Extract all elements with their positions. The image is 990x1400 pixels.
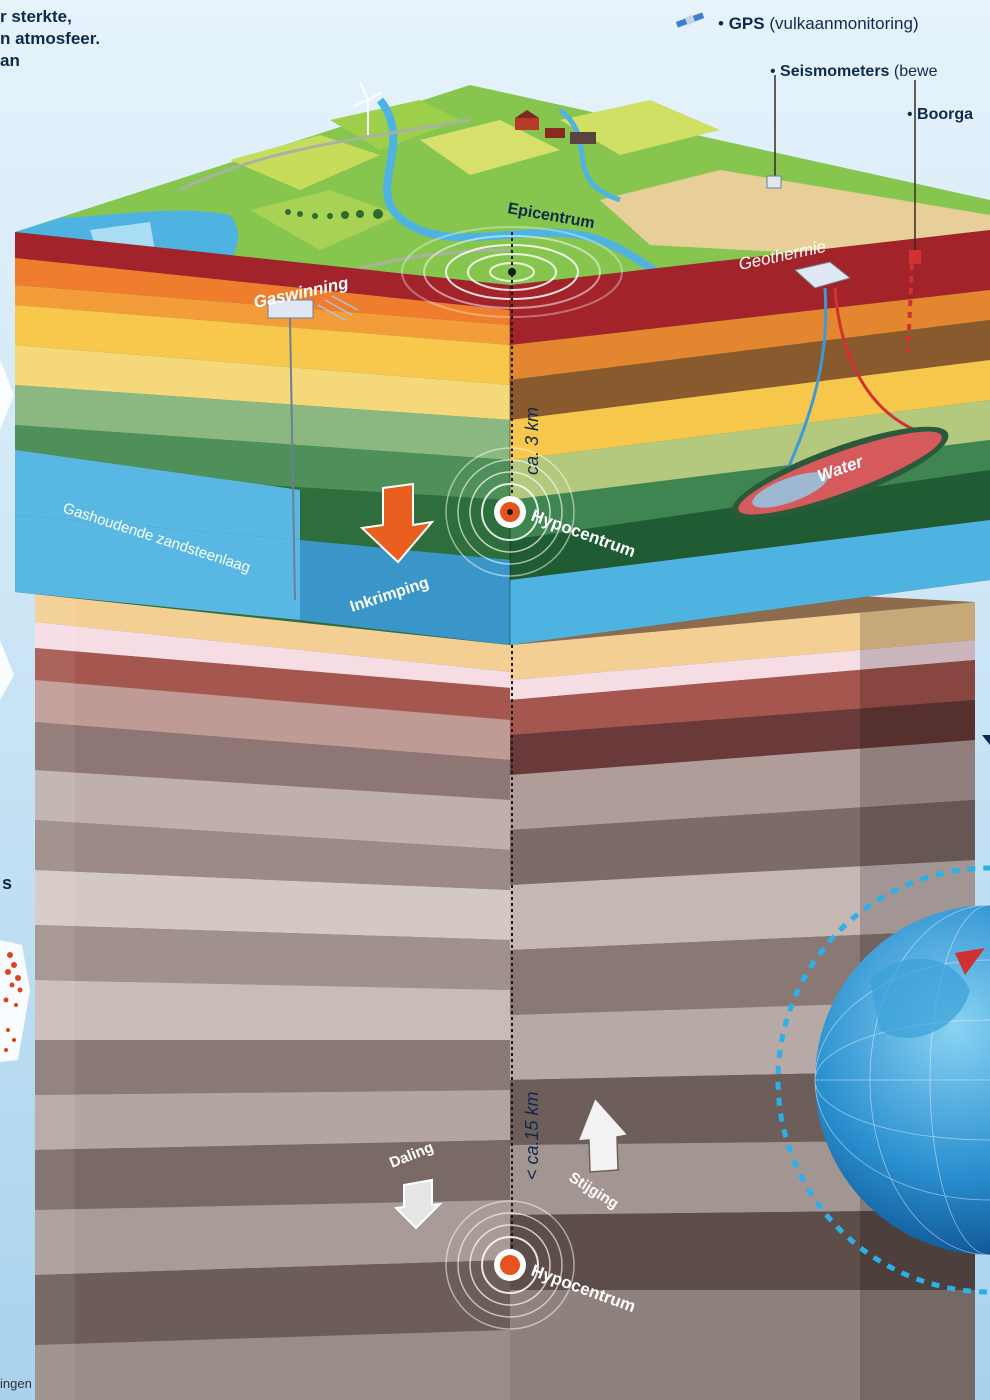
seismometer-label-rest: (bewe xyxy=(893,63,938,80)
gps-monitoring-label: • GPS (vulkaanmonitoring) xyxy=(718,14,919,33)
geothermal-water-lens xyxy=(731,426,949,520)
borehole-icon xyxy=(906,80,921,353)
gps-label-bold: GPS xyxy=(728,14,765,33)
borehole-monitoring-label: • Boorga xyxy=(907,106,974,123)
left-fragment-s: s xyxy=(2,873,13,893)
source-fragment: ingen xyxy=(0,1376,32,1391)
farm-buildings-icon xyxy=(515,110,596,144)
deep-block xyxy=(35,563,975,1400)
gps-label-rest: (vulkaanmonitoring) xyxy=(769,14,919,33)
shrink-arrow-icon xyxy=(359,482,435,564)
shallow-block xyxy=(15,75,990,645)
intro-text: r sterkte, n atmosfeer. an xyxy=(0,6,100,72)
intro-line-1: r sterkte, xyxy=(0,7,72,26)
satellite-icon xyxy=(675,12,705,28)
uplift-arrow-icon xyxy=(576,1096,630,1173)
seismometer-label-bold: Seismometers xyxy=(780,63,890,80)
wind-turbine-icon xyxy=(353,81,383,135)
seismometer-monitoring-label: • Seismometers (bewe xyxy=(770,63,938,80)
geothermal-plant-icon xyxy=(780,261,916,482)
sand-area xyxy=(600,170,990,255)
netherlands-map-dots xyxy=(0,940,30,1062)
globe-icon xyxy=(775,865,990,1295)
shallow-block-left-face xyxy=(15,232,510,645)
seismometer-icon xyxy=(766,75,782,189)
intro-line-3: an xyxy=(0,51,20,70)
borehole-label-bold: Boorga xyxy=(917,106,974,123)
gas-plant-icon xyxy=(267,295,359,601)
hypocenter-shallow-marker xyxy=(445,447,575,577)
intro-line-2: n atmosfeer. xyxy=(0,29,101,48)
deep-block-left-face xyxy=(35,592,510,1400)
subsidence-arrow-icon xyxy=(393,1178,443,1230)
shallow-depth-label: ca. 3 km xyxy=(522,407,542,475)
chevron-right-decoration xyxy=(982,735,990,745)
deep-depth-label: < ca.15 km xyxy=(522,1091,542,1180)
hypocenter-deep-marker xyxy=(445,1200,575,1330)
